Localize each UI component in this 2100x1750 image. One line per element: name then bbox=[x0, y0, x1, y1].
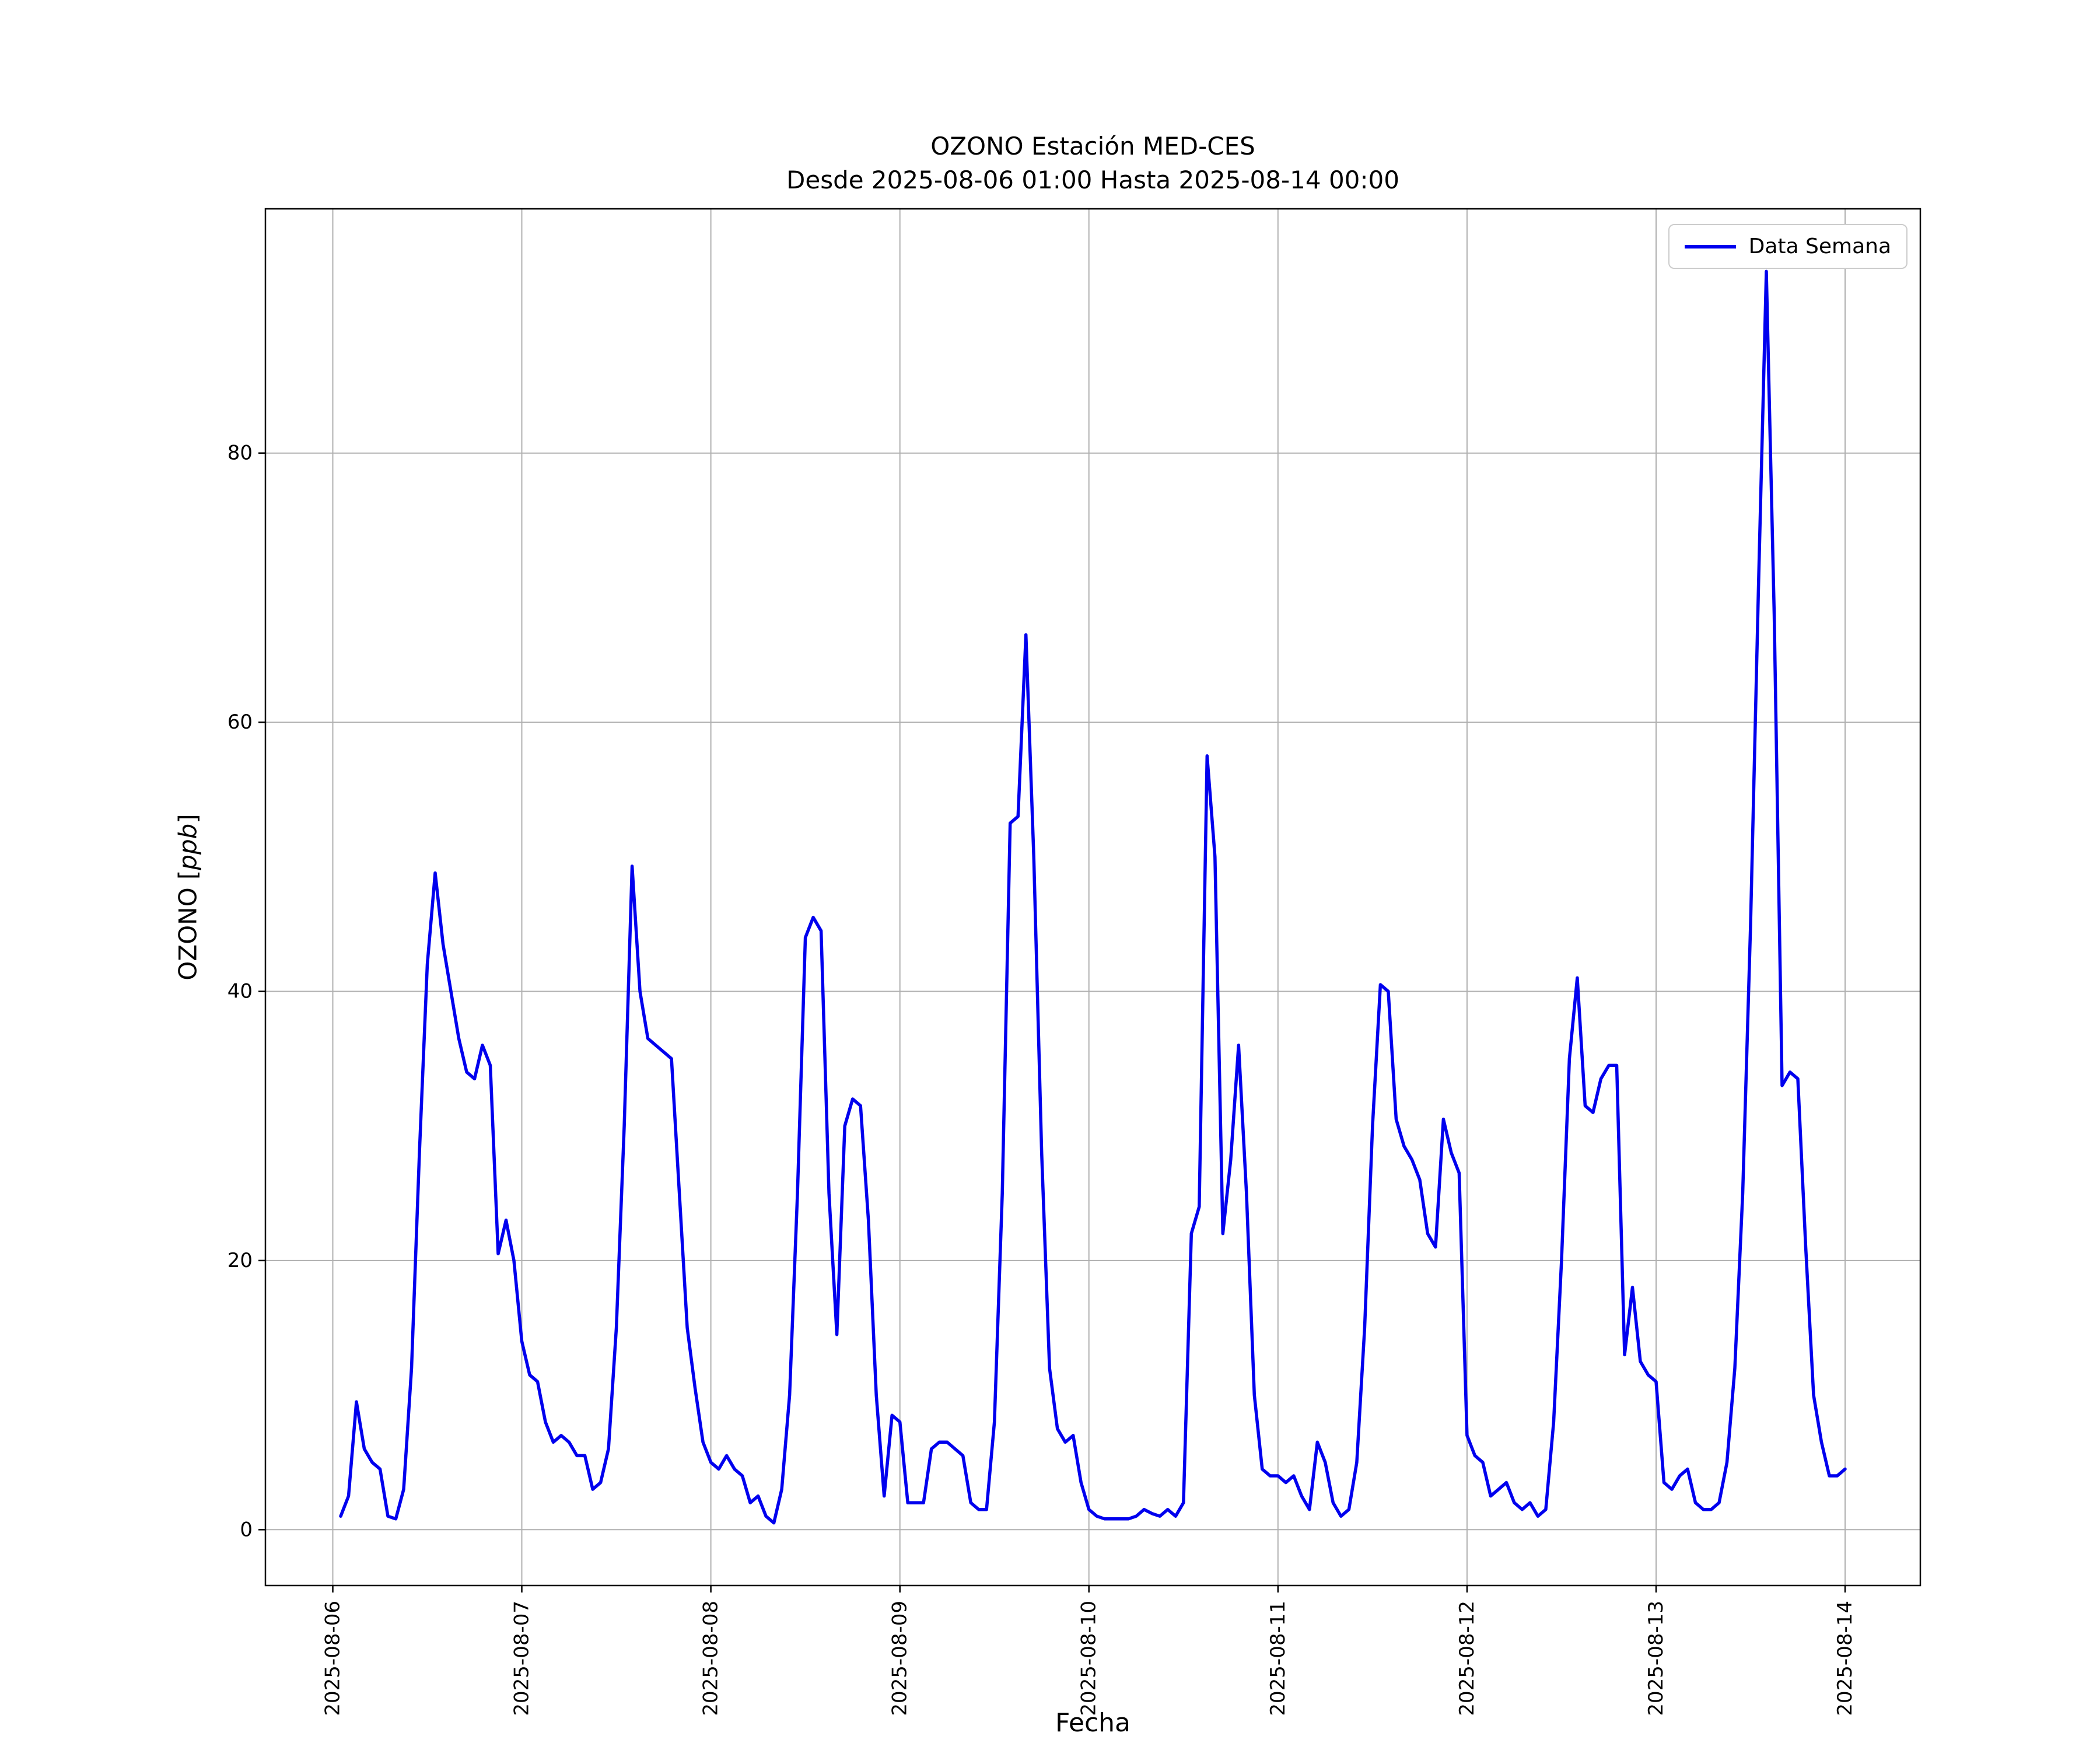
y-tick-label: 40 bbox=[228, 980, 253, 1003]
x-tick-label: 2025-08-14 bbox=[1833, 1601, 1857, 1716]
y-axis-label-prefix: OZONO [ bbox=[173, 870, 202, 981]
x-tick-label: 2025-08-11 bbox=[1266, 1601, 1290, 1716]
x-tick-label: 2025-08-13 bbox=[1644, 1601, 1668, 1716]
y-tick-label: 80 bbox=[228, 442, 253, 465]
legend-label: Data Semana bbox=[1748, 235, 1891, 258]
data-line-series bbox=[339, 270, 1847, 1525]
x-tick-label: 2025-08-08 bbox=[699, 1601, 723, 1716]
chart-title: OZONO Estación MED-CES Desde 2025-08-06 … bbox=[265, 130, 1920, 197]
x-tick-label: 2025-08-07 bbox=[510, 1601, 534, 1716]
chart-title-line2: Desde 2025-08-06 01:00 Hasta 2025-08-14 … bbox=[786, 165, 1399, 194]
y-tick-label: 0 bbox=[240, 1518, 253, 1541]
y-axis-label-unit: ppb bbox=[173, 823, 202, 870]
legend: Data Semana bbox=[1668, 224, 1908, 269]
legend-line-sample-icon bbox=[1684, 244, 1736, 249]
plot-border bbox=[264, 208, 1922, 1587]
chart-title-line1: OZONO Estación MED-CES bbox=[930, 132, 1255, 160]
x-tick-label: 2025-08-10 bbox=[1077, 1601, 1101, 1716]
x-tick-label: 2025-08-06 bbox=[321, 1601, 345, 1716]
x-axis-label: Fecha bbox=[1055, 1708, 1130, 1738]
y-tick-label: 60 bbox=[228, 710, 253, 734]
x-tick-label: 2025-08-12 bbox=[1455, 1601, 1479, 1716]
y-axis-label: OZONO [ppb] bbox=[174, 814, 202, 980]
y-tick-label: 20 bbox=[228, 1249, 253, 1272]
y-axis-label-suffix: ] bbox=[173, 814, 202, 824]
x-tick-label: 2025-08-09 bbox=[888, 1601, 912, 1716]
